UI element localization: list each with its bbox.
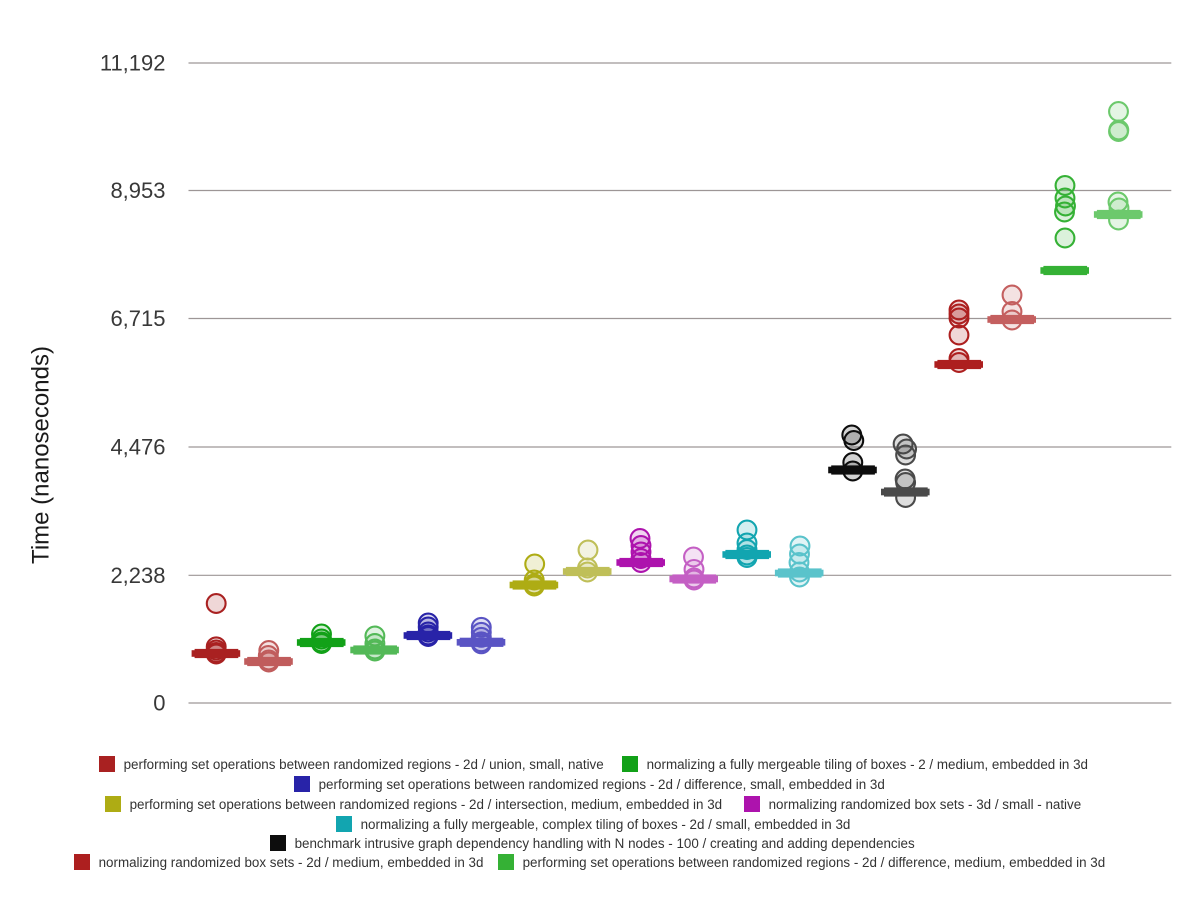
svg-text:4,476: 4,476 bbox=[110, 435, 165, 460]
svg-text:0: 0 bbox=[153, 691, 165, 716]
svg-text:normalizing randomized box set: normalizing randomized box sets - 3d / s… bbox=[769, 797, 1082, 812]
svg-text:6,715: 6,715 bbox=[110, 306, 165, 331]
svg-text:performing set operations betw: performing set operations between random… bbox=[523, 855, 1106, 870]
svg-text:normalizing a fully mergeable,: normalizing a fully mergeable, complex t… bbox=[361, 817, 851, 832]
svg-text:performing set operations betw: performing set operations between random… bbox=[319, 777, 885, 792]
svg-text:Time (nanoseconds): Time (nanoseconds) bbox=[28, 346, 55, 564]
svg-text:performing set operations betw: performing set operations between random… bbox=[124, 757, 604, 772]
svg-text:benchmark intrusive graph depe: benchmark intrusive graph dependency han… bbox=[295, 836, 915, 851]
svg-text:normalizing randomized box set: normalizing randomized box sets - 2d / m… bbox=[99, 855, 484, 870]
svg-text:normalizing a fully mergeable: normalizing a fully mergeable tiling of … bbox=[647, 757, 1088, 772]
svg-text:8,953: 8,953 bbox=[110, 178, 165, 203]
svg-text:11,192: 11,192 bbox=[100, 51, 166, 76]
svg-text:performing set operations betw: performing set operations between random… bbox=[130, 797, 723, 812]
svg-text:2,238: 2,238 bbox=[110, 563, 165, 588]
